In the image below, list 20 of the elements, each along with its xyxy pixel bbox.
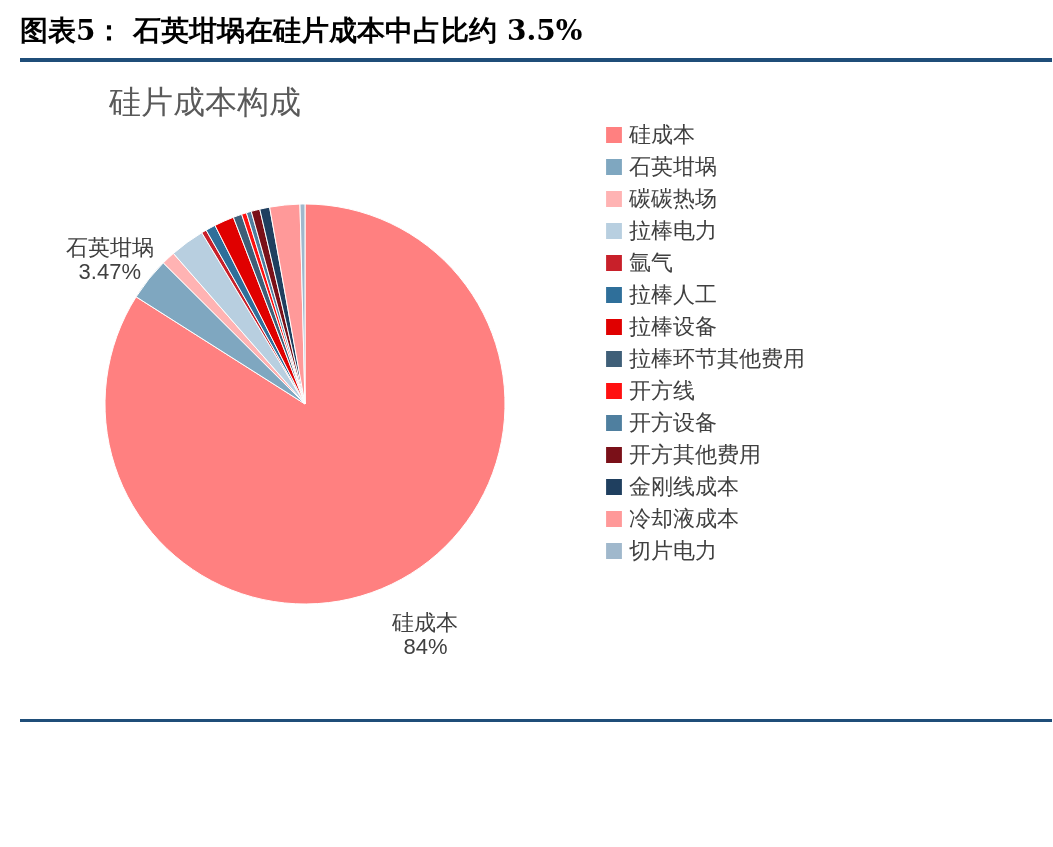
legend-label: 拉棒环节其他费用 <box>629 346 805 371</box>
legend-label: 硅成本 <box>628 122 695 147</box>
legend-label: 冷却液成本 <box>629 506 739 531</box>
chart-subtitle: 硅片成本构成 <box>108 84 301 120</box>
legend-label: 石英坩埚 <box>629 154 717 179</box>
legend-label: 开方其他费用 <box>629 442 761 467</box>
legend-label: 拉棒电力 <box>629 218 717 243</box>
slice-label: 石英坩埚 <box>65 234 154 260</box>
legend-label: 氩气 <box>629 250 673 275</box>
slice-label: 硅成本 <box>391 610 459 636</box>
data-label: 3.47% <box>78 258 141 284</box>
chart-title: 图表5： 石英坩埚在硅片成本中占比约 3.5% <box>20 12 1052 62</box>
legend-label: 碳碳热场 <box>628 186 717 211</box>
legend-label: 金刚线成本 <box>629 474 739 499</box>
legend-label: 开方线 <box>629 378 695 403</box>
legend-label: 拉棒人工 <box>629 282 717 307</box>
data-label: 84% <box>403 634 448 660</box>
legend-label: 切片电力 <box>629 538 717 563</box>
legend-label: 拉棒设备 <box>629 314 717 339</box>
legend-label: 开方设备 <box>629 410 717 435</box>
